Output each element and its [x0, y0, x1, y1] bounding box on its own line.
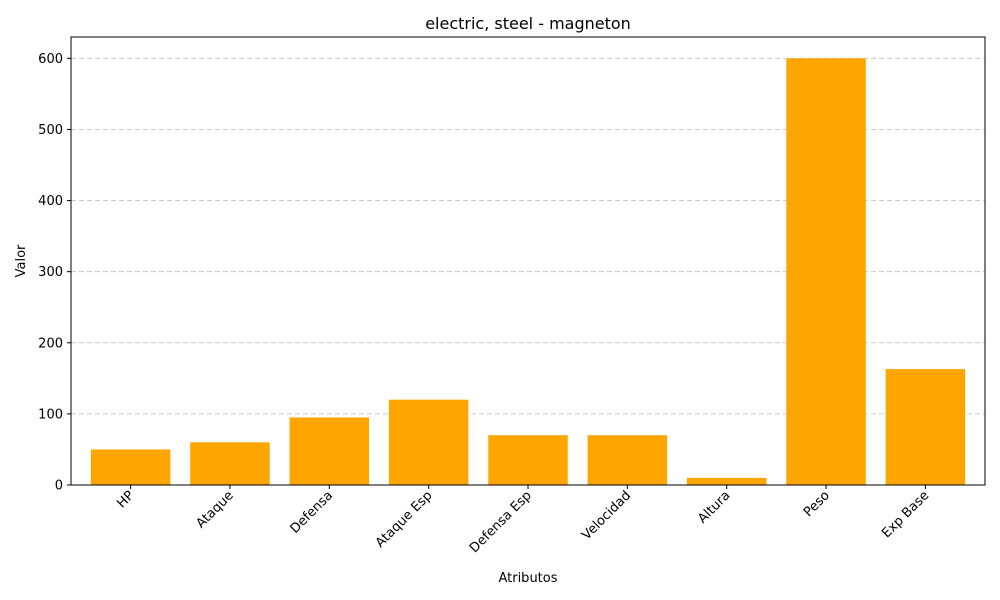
- bar: [488, 435, 568, 485]
- x-tick-label: Altura: [695, 488, 733, 526]
- y-tick-label: 600: [38, 52, 63, 67]
- bar: [190, 442, 270, 485]
- bar: [90, 449, 171, 485]
- bar: [587, 435, 668, 485]
- y-tick-label: 200: [38, 336, 63, 351]
- y-tick-label: 300: [38, 265, 63, 280]
- y-axis-label: Valor: [14, 244, 29, 277]
- y-tick-label: 400: [38, 194, 63, 209]
- chart-title: electric, steel - magneton: [425, 14, 631, 33]
- y-tick-label: 500: [38, 123, 63, 138]
- x-tick-label: Velocidad: [579, 488, 634, 543]
- x-axis-label: Atributos: [498, 571, 557, 586]
- y-tick-label: 0: [55, 479, 63, 494]
- x-tick-label: HP: [114, 488, 137, 511]
- bars: [90, 58, 966, 485]
- x-tick-label: Exp Base: [879, 488, 932, 541]
- y-axis-ticks: 0 100 200 300 400 500 600: [38, 52, 71, 494]
- bar: [289, 417, 370, 485]
- x-tick-label: Ataque Esp: [373, 488, 436, 551]
- bar: [786, 58, 866, 485]
- bar: [686, 477, 767, 485]
- x-tick-label: Ataque: [193, 488, 236, 531]
- x-tick-label: Defensa Esp: [467, 488, 535, 556]
- y-tick-label: 100: [38, 407, 63, 422]
- bar: [885, 369, 966, 485]
- x-tick-label: Defensa: [288, 488, 336, 536]
- x-tick-label: Peso: [801, 488, 833, 520]
- x-axis-ticks: HP Ataque Defensa Ataque Esp Defensa Esp Velo…: [114, 485, 932, 556]
- bar: [388, 399, 469, 485]
